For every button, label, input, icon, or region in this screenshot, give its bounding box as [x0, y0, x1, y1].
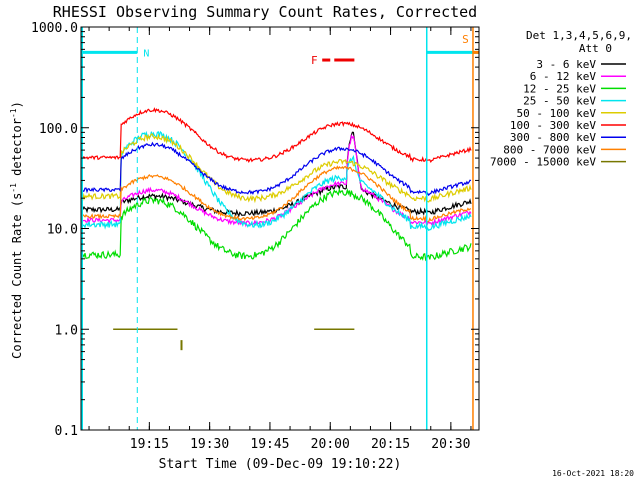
x-tick-label: 20:00 [311, 437, 350, 452]
x-tick-label: 20:30 [431, 437, 470, 452]
legend-header-2: Att 0 [579, 42, 612, 55]
legend-label-4: 50 - 100 keV [517, 107, 597, 120]
series-line-2 [80, 187, 472, 262]
legend-label-2: 12 - 25 keV [523, 82, 596, 95]
y-axis: 1000.0 100.0 10.0 1.0 0.1 [31, 21, 479, 439]
x-axis-label: Start Time (09-Dec-09 19:10:22) [159, 457, 402, 472]
y-tick-label: 0.1 [55, 424, 78, 439]
legend-label-8: 7000 - 15000 keV [490, 156, 596, 169]
flare-flag-label: F [311, 54, 318, 67]
legend-label-7: 800 - 7000 keV [503, 143, 596, 156]
chart-title: RHESSI Observing Summary Count Rates, Co… [53, 3, 477, 21]
legend-label-1: 6 - 12 keV [530, 70, 597, 83]
y-axis-label-main: Corrected Count Rate (s [10, 193, 24, 359]
series-line-6 [80, 141, 472, 197]
legend-label-6: 300 - 800 keV [510, 131, 596, 144]
y-tick-label: 100.0 [39, 122, 78, 137]
series-line-4 [80, 133, 472, 204]
y-axis-label-end: ) [10, 101, 24, 108]
legend-label-5: 100 - 300 keV [510, 119, 596, 132]
legend-label-0: 3 - 6 keV [536, 58, 596, 71]
saa-flag-label: S [462, 33, 469, 46]
legend-header-1: Det 1,3,4,5,6,9, [526, 29, 632, 42]
y-tick-label: 1000.0 [31, 21, 78, 36]
y-axis-label-sup2: -1 [9, 108, 18, 118]
series-lines [80, 107, 472, 351]
y-tick-label: 1.0 [55, 323, 78, 338]
y-tick-label: 10.0 [47, 223, 78, 238]
y-axis-label: Corrected Count Rate (s-1 detector-1) [9, 101, 24, 359]
series-line-3 [80, 130, 472, 232]
series-line-0 [80, 131, 472, 218]
y-axis-label-sup1: -1 [9, 183, 18, 193]
x-tick-label: 20:15 [371, 437, 410, 452]
legend-label-3: 25 - 50 keV [523, 95, 596, 108]
x-axis: 19:15 19:30 19:45 20:00 20:15 20:30 [88, 27, 472, 452]
night-flag-label: N [143, 48, 149, 59]
x-tick-label: 19:45 [250, 437, 289, 452]
timestamp: 16-Oct-2021 18:20 [552, 469, 634, 478]
x-tick-label: 19:15 [130, 437, 169, 452]
series-line-7 [80, 165, 472, 223]
series-line-5 [80, 107, 472, 164]
x-tick-label: 19:30 [190, 437, 229, 452]
y-axis-label-mid: detector [10, 118, 24, 183]
